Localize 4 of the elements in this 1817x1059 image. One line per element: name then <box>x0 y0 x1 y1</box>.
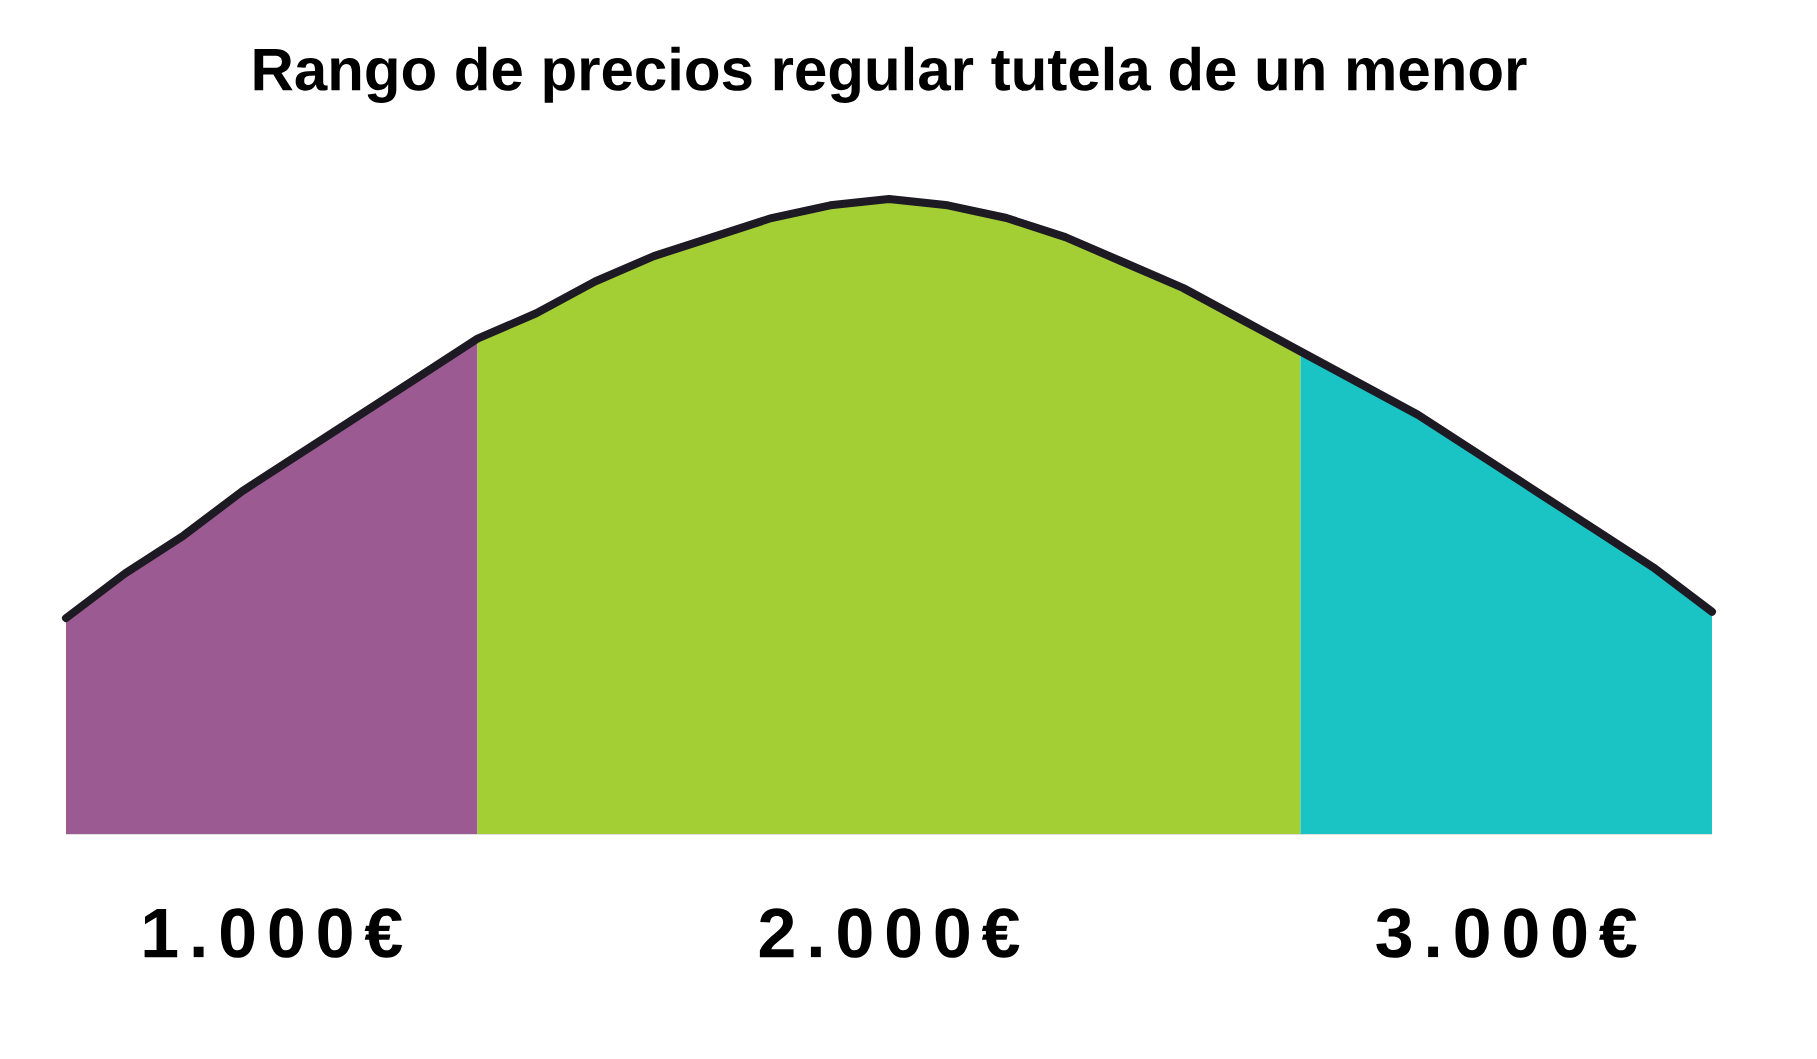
chart-title: Rango de precios regular tutela de un menor <box>254 46 1527 103</box>
series-label: 3.000€ <box>1376 908 1637 958</box>
series-label: 2.000€ <box>759 908 1020 958</box>
series-label: 1.000€ <box>144 908 403 958</box>
